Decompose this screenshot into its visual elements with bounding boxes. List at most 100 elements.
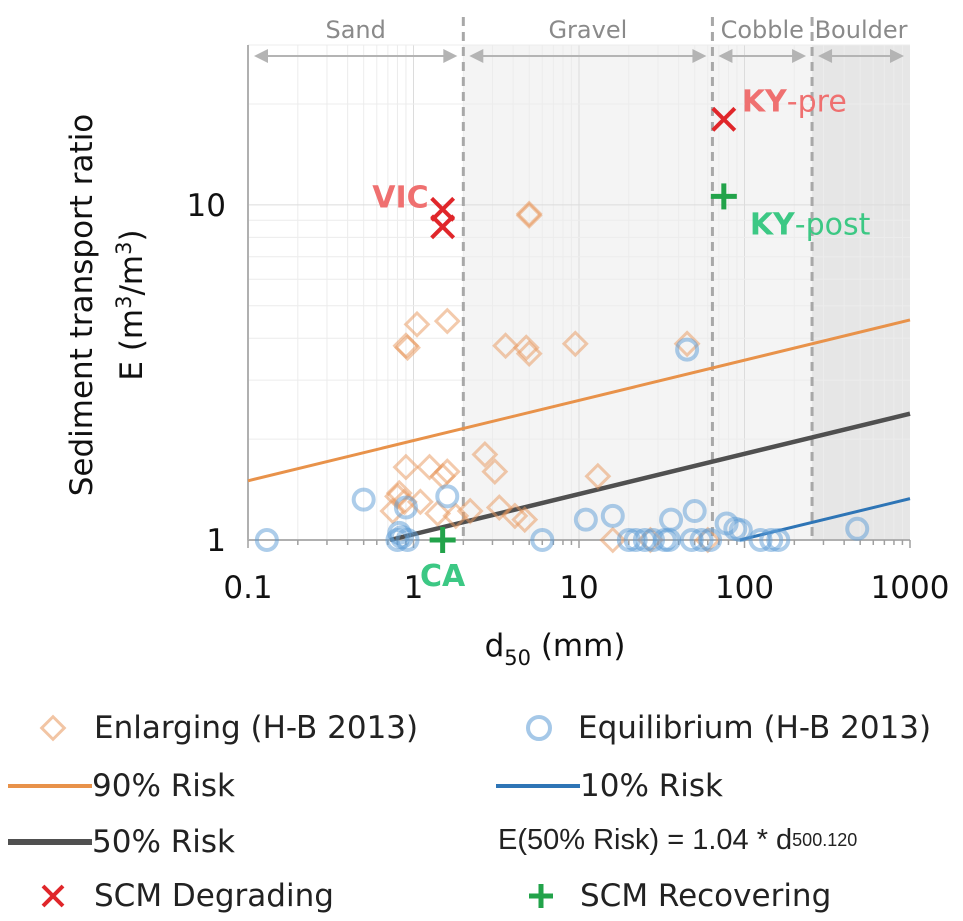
enlarging-point bbox=[394, 334, 421, 362]
tick-labels: 0.1 1 10 100 1000 1 10 bbox=[187, 188, 950, 606]
legend-item-degrading: SCM Degrading bbox=[36, 878, 334, 914]
legend-label-risk90: 90% Risk bbox=[92, 768, 236, 804]
y-axis-label-line1: Sediment transport ratio bbox=[64, 114, 100, 497]
enlarging-point bbox=[433, 307, 461, 335]
equilibrium-point bbox=[845, 516, 870, 541]
legend-item-risk90: 90% Risk bbox=[8, 768, 235, 804]
zone-labels: Sand Gravel Cobble Boulder bbox=[254, 16, 908, 63]
legend-label-enlarging: Enlarging (H-B 2013) bbox=[94, 710, 419, 746]
risk10-line-icon bbox=[496, 784, 580, 788]
annotation-ca: CA bbox=[420, 559, 466, 594]
enlarging-point bbox=[471, 441, 499, 468]
equilibrium-point bbox=[616, 528, 641, 552]
enlarging-point bbox=[501, 502, 529, 530]
x-tick-label: 0.1 bbox=[223, 570, 272, 606]
annotation-ky-pre: KY-pre bbox=[742, 84, 847, 119]
enlarging-point bbox=[492, 332, 520, 360]
enlarging-point bbox=[512, 334, 540, 362]
equilibrium-point bbox=[351, 487, 376, 512]
x-tick-label: 1 bbox=[404, 570, 424, 606]
equilibrium-point bbox=[623, 528, 648, 552]
y-tick-label: 1 bbox=[206, 523, 226, 559]
risk50-formula: E(50% Risk) = 1.04 * d 50 0.120 bbox=[498, 824, 858, 856]
equilibrium-point bbox=[393, 495, 418, 520]
equilibrium-point bbox=[748, 528, 773, 552]
degrading-stroke-b bbox=[430, 196, 456, 222]
chart: Sand Gravel Cobble Boulder 0.1 1 10 100 1000 1 10… bbox=[64, 16, 950, 670]
enlarging-point bbox=[481, 458, 509, 486]
enlarging-point bbox=[584, 462, 612, 490]
enlarging-point bbox=[403, 310, 431, 338]
legend-label-degrading: SCM Degrading bbox=[94, 878, 334, 914]
enlarging-point bbox=[673, 330, 701, 358]
equilibrium-point bbox=[682, 499, 707, 524]
legend: Enlarging (H-B 2013) Equilibrium (H-B 20… bbox=[0, 700, 963, 918]
enlarging-point bbox=[511, 506, 539, 534]
point-annotations: VIC KY-pre KY-post CA bbox=[372, 84, 870, 594]
equilibrium-point bbox=[573, 507, 598, 532]
enlarging-point bbox=[515, 200, 543, 228]
legend-label-risk10: 10% Risk bbox=[580, 768, 724, 804]
equilibrium-point bbox=[254, 528, 279, 552]
zone-arrow-left-head bbox=[469, 49, 484, 63]
zone-shade-gravel bbox=[463, 45, 713, 540]
size-boundaries bbox=[461, 17, 814, 540]
x-axis-label: d50 (mm) bbox=[485, 628, 626, 670]
zone-arrow-left-head bbox=[718, 49, 733, 63]
annotation-vic: VIC bbox=[372, 180, 428, 215]
zone-arrow-right-head bbox=[692, 49, 707, 63]
legend-item-enlarging: Enlarging (H-B 2013) bbox=[36, 710, 418, 746]
equilibrium-point bbox=[641, 528, 666, 552]
recovering-point bbox=[710, 183, 737, 210]
equilibrium-point bbox=[766, 528, 791, 552]
risk90-line-icon bbox=[8, 784, 92, 788]
degrading-point bbox=[711, 106, 737, 132]
zone-label-sand: Sand bbox=[325, 16, 385, 44]
diamond-marker-icon bbox=[36, 711, 70, 745]
y-axis-label-line2: E (m3/m3) bbox=[112, 229, 150, 380]
zone-arrow-left-head bbox=[818, 49, 833, 63]
enlarging-point bbox=[433, 458, 461, 486]
plus-marker-icon bbox=[524, 879, 558, 913]
equilibrium-point bbox=[759, 528, 784, 552]
zone-arrow-right-head bbox=[443, 49, 458, 63]
risk-line-50-risk bbox=[389, 411, 911, 543]
recovering-point bbox=[429, 527, 456, 553]
legend-item-risk10: 10% Risk bbox=[496, 768, 723, 804]
zone-label-cobble: Cobble bbox=[721, 16, 804, 44]
equilibrium-point bbox=[698, 528, 723, 552]
x-tick-label: 100 bbox=[715, 570, 774, 606]
degrading-point bbox=[430, 196, 456, 222]
equilibrium-point bbox=[395, 528, 420, 552]
equilibrium-point bbox=[659, 507, 684, 532]
annotation-ky-post: KY-post bbox=[750, 207, 871, 242]
enlarging-point bbox=[392, 453, 420, 481]
degrading-stroke-b bbox=[430, 214, 456, 240]
degrading-point bbox=[430, 214, 456, 240]
legend-item-recovering: SCM Recovering bbox=[524, 878, 831, 914]
equilibrium-point bbox=[600, 503, 625, 528]
zone-label-boulder: Boulder bbox=[815, 16, 908, 44]
legend-label-equilibrium: Equilibrium (H-B 2013) bbox=[578, 710, 932, 746]
data-points bbox=[254, 106, 870, 554]
enlarging-point bbox=[456, 497, 484, 525]
zone-arrow-left-head bbox=[254, 49, 268, 63]
y-tick-label: 10 bbox=[187, 188, 226, 224]
enlarging-point bbox=[390, 488, 418, 516]
degrading-stroke-b bbox=[711, 106, 737, 132]
legend-item-risk50: 50% Risk bbox=[8, 824, 235, 860]
legend-label-recovering: SCM Recovering bbox=[580, 878, 832, 914]
enlarging-point bbox=[515, 340, 543, 368]
equilibrium-point bbox=[689, 528, 714, 552]
equilibrium-point bbox=[728, 518, 753, 543]
zone-arrow-right-head bbox=[792, 49, 807, 63]
enlarging-point bbox=[424, 500, 452, 527]
x-tick-label: 1000 bbox=[871, 570, 950, 606]
equilibrium-point bbox=[530, 528, 555, 552]
enlarging-point bbox=[561, 330, 589, 358]
zone-shade-sand bbox=[248, 45, 464, 540]
equilibrium-point bbox=[675, 337, 700, 362]
risk50-line-icon bbox=[8, 839, 92, 845]
legend-label-risk50: 50% Risk bbox=[92, 824, 236, 860]
x-tick-label: 10 bbox=[559, 570, 598, 606]
